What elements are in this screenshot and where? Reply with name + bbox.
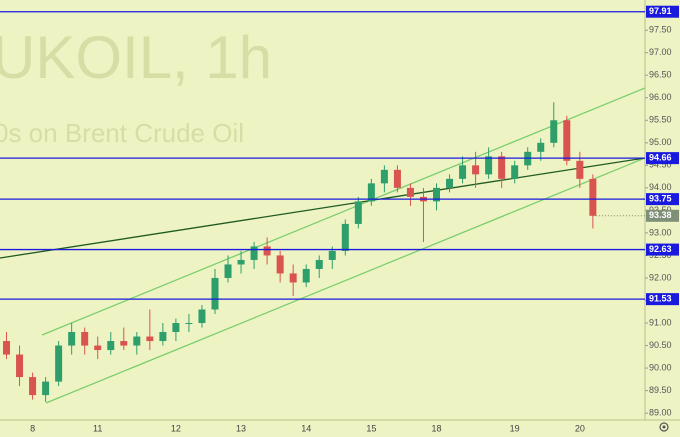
candle-body bbox=[133, 336, 141, 346]
candle-body bbox=[341, 223, 349, 251]
candle-body bbox=[172, 323, 180, 333]
last-price-label: 93.38 bbox=[649, 210, 672, 220]
candle-body bbox=[380, 169, 388, 184]
gear-center bbox=[662, 425, 666, 429]
candle-body bbox=[302, 268, 310, 283]
candle-body bbox=[263, 246, 271, 256]
candle-body bbox=[120, 341, 128, 346]
candle-body bbox=[198, 309, 206, 324]
level-label-box bbox=[646, 193, 679, 206]
x-tick-label: 15 bbox=[366, 423, 376, 433]
candle-body bbox=[68, 332, 76, 346]
y-tick-label: 94.00 bbox=[649, 182, 672, 192]
watermark-description: 0s on Brent Crude Oil bbox=[0, 118, 244, 148]
level-label: 94.66 bbox=[649, 153, 672, 163]
x-tick-label: 13 bbox=[236, 423, 246, 433]
gear-icon[interactable] bbox=[659, 422, 669, 432]
level-label-box bbox=[646, 152, 679, 165]
settings-button[interactable] bbox=[659, 422, 669, 432]
candle-body bbox=[289, 273, 297, 283]
candle-body bbox=[589, 178, 597, 216]
level-label: 91.53 bbox=[649, 294, 672, 304]
candle-body bbox=[328, 250, 336, 260]
candle-body bbox=[406, 187, 414, 197]
candle-body bbox=[485, 156, 493, 175]
candle-body bbox=[276, 255, 284, 274]
candle-body bbox=[393, 169, 401, 188]
candle-body bbox=[159, 332, 167, 342]
candle-body bbox=[146, 336, 154, 342]
channel-upper bbox=[41, 87, 646, 336]
candle-body bbox=[433, 187, 441, 202]
y-tick-label: 95.00 bbox=[649, 137, 672, 147]
y-tick-label: 89.50 bbox=[649, 385, 672, 395]
candle-body bbox=[498, 156, 506, 179]
x-tick-label: 14 bbox=[301, 423, 311, 433]
y-tick-label: 90.50 bbox=[649, 340, 672, 350]
candle-body bbox=[250, 246, 258, 260]
x-tick-label: 19 bbox=[510, 423, 520, 433]
candle-body bbox=[94, 345, 102, 351]
level-label-box bbox=[646, 243, 679, 256]
candle-body bbox=[472, 165, 480, 175]
x-tick-label: 12 bbox=[171, 423, 181, 433]
level-label-box bbox=[646, 293, 679, 306]
candle-body bbox=[55, 345, 63, 382]
x-tick-label: 18 bbox=[431, 423, 441, 433]
candle-body bbox=[185, 323, 193, 325]
y-tick-label: 91.00 bbox=[649, 317, 672, 327]
y-tick-label: 94.50 bbox=[649, 160, 672, 170]
candle-body bbox=[563, 120, 571, 161]
candle-body bbox=[354, 201, 362, 224]
y-tick-label: 93.50 bbox=[649, 205, 672, 215]
candle-body bbox=[459, 165, 467, 179]
watermark-symbol: UKOIL, 1h bbox=[0, 24, 272, 91]
candle-body bbox=[81, 332, 89, 346]
candle-body bbox=[224, 264, 232, 278]
y-tick-label: 90.00 bbox=[649, 362, 672, 372]
candle-body bbox=[446, 178, 454, 188]
candle-body bbox=[537, 142, 545, 152]
candle-body bbox=[511, 165, 519, 179]
y-tick-label: 96.50 bbox=[649, 70, 672, 80]
y-tick-label: 93.00 bbox=[649, 227, 672, 237]
x-tick-label: 20 bbox=[575, 423, 585, 433]
x-tick-label: 8 bbox=[30, 423, 35, 433]
last-price-box bbox=[646, 209, 679, 222]
candle-body bbox=[237, 259, 245, 265]
candle-body bbox=[367, 183, 375, 202]
candle-body bbox=[315, 259, 323, 269]
candle-body bbox=[107, 341, 115, 351]
candle-body bbox=[211, 277, 219, 310]
y-tick-label: 89.00 bbox=[649, 407, 672, 417]
candle-body bbox=[42, 381, 50, 396]
y-tick-label: 92.00 bbox=[649, 272, 672, 282]
trend-line bbox=[0, 157, 646, 259]
candle-body bbox=[29, 377, 37, 396]
y-tick-label: 96.00 bbox=[649, 92, 672, 102]
level-label: 92.63 bbox=[649, 244, 672, 254]
level-label: 97.91 bbox=[649, 6, 672, 16]
candle-body bbox=[3, 341, 11, 355]
candle-body bbox=[550, 120, 558, 143]
y-tick-label: 95.50 bbox=[649, 115, 672, 125]
y-tick-label: 97.00 bbox=[649, 47, 672, 57]
x-tick-label: 11 bbox=[93, 423, 102, 433]
candle-body bbox=[576, 160, 584, 179]
candle-body bbox=[16, 354, 24, 378]
y-tick-label: 97.50 bbox=[649, 25, 672, 35]
level-label: 93.75 bbox=[649, 194, 672, 204]
level-label-box bbox=[646, 5, 679, 18]
